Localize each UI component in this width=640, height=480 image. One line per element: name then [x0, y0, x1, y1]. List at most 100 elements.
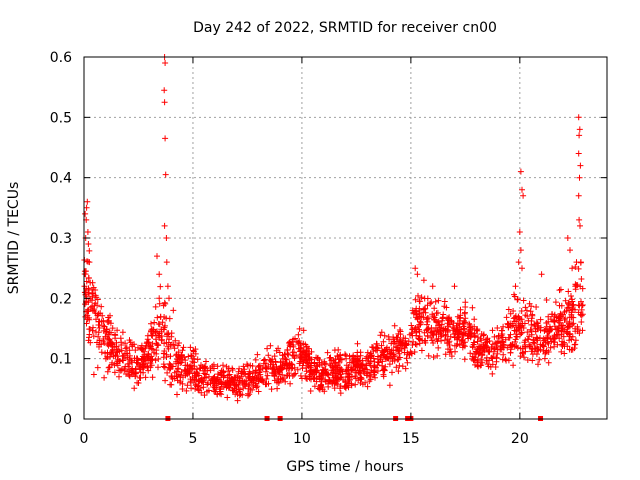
data-point — [102, 350, 109, 357]
data-point — [399, 363, 406, 370]
data-point — [176, 340, 182, 346]
data-point — [164, 343, 171, 350]
data-point — [552, 299, 559, 306]
outlier-point — [576, 132, 583, 139]
data-point — [499, 334, 506, 341]
data-point — [337, 390, 344, 397]
data-point — [421, 295, 428, 302]
data-point — [564, 305, 571, 311]
data-point — [113, 349, 120, 356]
data-point — [578, 298, 584, 305]
data-point — [115, 356, 122, 363]
outlier-point — [163, 235, 170, 241]
data-point — [430, 354, 437, 361]
data-point — [129, 341, 135, 348]
data-point — [327, 362, 334, 369]
data-point — [415, 292, 421, 299]
data-point — [156, 300, 163, 307]
data-point — [90, 371, 97, 378]
data-point — [529, 311, 536, 318]
data-point — [537, 316, 544, 323]
data-point — [303, 364, 310, 371]
data-point — [547, 327, 553, 334]
data-point — [416, 328, 423, 335]
data-point — [544, 333, 551, 339]
data-point — [423, 316, 430, 323]
data-point — [246, 368, 253, 375]
data-point — [362, 379, 369, 386]
data-point — [145, 353, 152, 359]
x-tick-labels: 0 5 10 15 20 — [80, 431, 529, 447]
data-point — [221, 380, 228, 387]
outlier-point — [166, 295, 172, 302]
data-point — [367, 373, 374, 380]
data-point — [364, 383, 371, 390]
data-point — [154, 314, 161, 321]
data-point — [267, 342, 274, 349]
data-point — [543, 325, 550, 332]
data-point — [537, 341, 544, 348]
data-point — [102, 355, 109, 362]
data-point — [474, 327, 481, 334]
data-point — [173, 373, 180, 379]
data-point — [459, 331, 466, 338]
data-point — [379, 362, 385, 369]
data-point — [181, 366, 188, 373]
data-point — [108, 329, 114, 336]
data-point — [508, 343, 515, 350]
data-point — [374, 368, 381, 374]
data-point — [537, 346, 544, 353]
data-point — [116, 367, 122, 374]
data-point — [336, 359, 343, 366]
data-point — [524, 313, 531, 320]
data-point — [354, 356, 361, 363]
data-point — [454, 313, 461, 320]
data-point — [428, 334, 435, 341]
data-point — [522, 304, 529, 311]
data-point — [558, 302, 565, 309]
data-point — [171, 345, 178, 352]
data-point — [547, 344, 554, 351]
data-point — [540, 343, 547, 350]
data-point — [545, 340, 552, 347]
data-point — [143, 340, 150, 347]
outlier-point — [161, 99, 168, 106]
data-point — [156, 295, 163, 302]
data-point — [152, 357, 159, 364]
data-point — [122, 340, 129, 347]
data-point — [472, 333, 478, 340]
data-point — [284, 346, 291, 353]
data-point — [132, 347, 139, 354]
data-point — [124, 350, 131, 357]
data-point — [198, 377, 205, 384]
data-point — [467, 350, 474, 357]
data-point — [441, 337, 448, 344]
data-point — [284, 372, 291, 379]
data-point — [571, 341, 578, 348]
data-point — [408, 330, 415, 337]
data-point — [314, 367, 320, 374]
outlier-point — [86, 259, 93, 266]
data-point — [334, 375, 341, 382]
data-point — [455, 329, 462, 336]
outlier-point — [517, 168, 524, 175]
data-point — [333, 370, 340, 377]
data-point — [434, 309, 441, 316]
data-point — [234, 397, 241, 404]
data-point — [534, 344, 541, 351]
outlier-point — [512, 283, 519, 290]
outlier-point — [577, 222, 583, 229]
data-point — [190, 348, 197, 355]
data-point — [486, 348, 493, 354]
data-point — [282, 378, 289, 385]
data-point — [338, 366, 345, 373]
data-point — [525, 317, 532, 324]
data-point — [513, 343, 520, 349]
data-point — [572, 283, 579, 290]
data-point — [573, 282, 580, 289]
data-point — [518, 329, 525, 336]
data-point — [250, 377, 257, 384]
data-point — [516, 315, 523, 321]
data-point — [489, 355, 496, 362]
